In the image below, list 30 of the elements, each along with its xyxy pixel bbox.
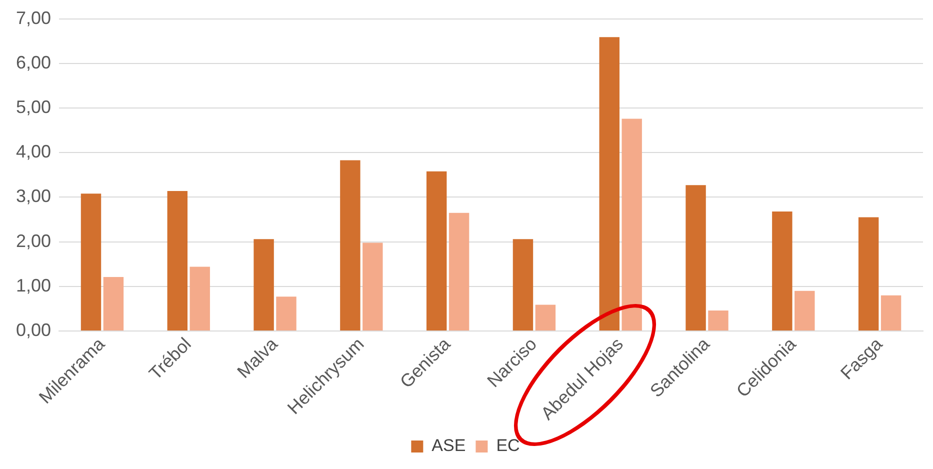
- bar: [103, 277, 124, 331]
- bar: [880, 295, 902, 331]
- bar: [254, 239, 274, 331]
- bar: [362, 242, 383, 331]
- bar: [772, 211, 792, 331]
- legend-label: EC: [496, 436, 520, 456]
- y-tick-label: 5,00: [16, 96, 52, 117]
- legend-label: ASE: [432, 436, 466, 456]
- bar: [708, 310, 728, 331]
- bar: [794, 290, 815, 331]
- y-tick-label: 0,00: [16, 320, 52, 340]
- bar: [276, 296, 296, 331]
- y-tick-label: 2,00: [16, 230, 52, 251]
- bar: [426, 171, 447, 331]
- bar: [448, 212, 470, 331]
- bar: [190, 266, 210, 331]
- y-tick-label: 4,00: [16, 142, 52, 162]
- bar: [686, 185, 706, 331]
- bar: [858, 217, 879, 331]
- bar: [535, 304, 556, 331]
- y-tick-label: 1,00: [16, 275, 52, 296]
- y-tick-label: 6,00: [16, 52, 52, 72]
- y-tick-label: 7,00: [16, 8, 52, 28]
- bar: [622, 118, 642, 331]
- bar: [167, 190, 188, 331]
- bar: [80, 194, 102, 331]
- bar: [512, 239, 534, 331]
- y-tick-label: 3,00: [16, 186, 52, 206]
- bar: [340, 160, 360, 331]
- bar: [599, 37, 620, 331]
